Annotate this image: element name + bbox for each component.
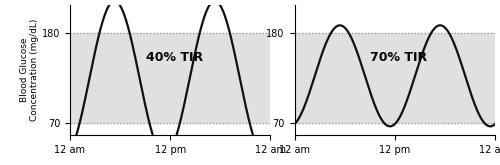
Text: 70% TIR: 70% TIR bbox=[370, 51, 428, 64]
Bar bbox=[70, 33, 270, 123]
Text: 40% TIR: 40% TIR bbox=[146, 51, 203, 64]
Y-axis label: Blood Glucose
Concentration (mg/dL): Blood Glucose Concentration (mg/dL) bbox=[20, 19, 39, 121]
Bar bbox=[294, 33, 495, 123]
